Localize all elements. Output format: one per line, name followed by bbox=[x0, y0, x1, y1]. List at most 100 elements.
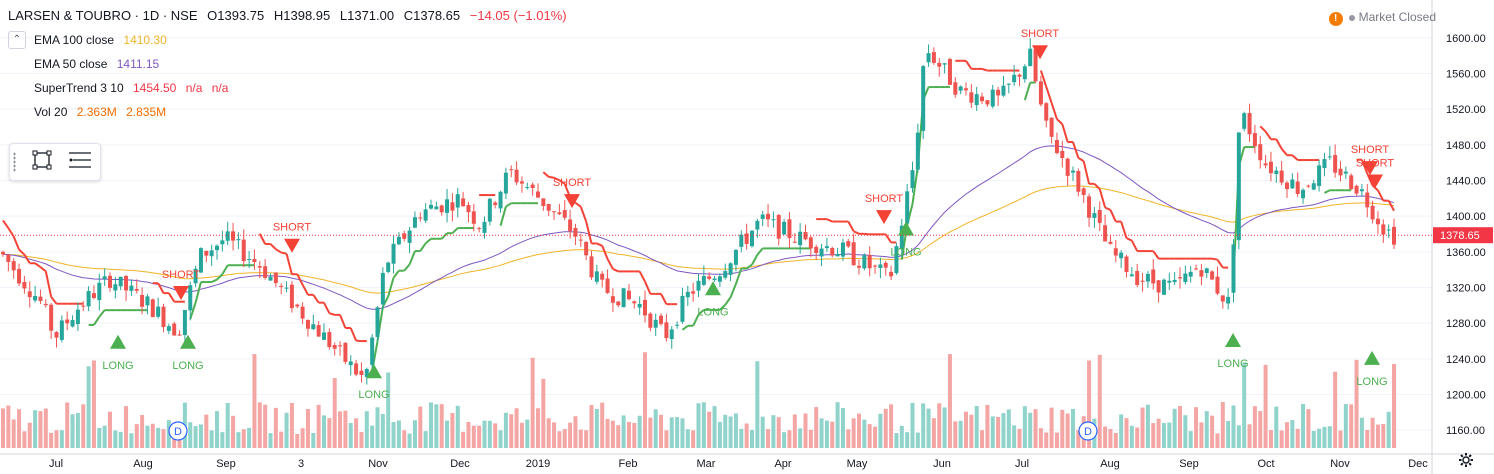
volume-bar bbox=[996, 416, 1001, 448]
supertrend-segment bbox=[312, 294, 320, 304]
candle-body bbox=[669, 329, 674, 340]
short-arrow-icon bbox=[173, 285, 189, 300]
drag-handle-icon[interactable] bbox=[13, 152, 16, 172]
legend-ema100[interactable]: EMA 100 close 1410.30 bbox=[34, 33, 173, 47]
candle-body bbox=[568, 219, 573, 232]
candle-body bbox=[305, 320, 310, 329]
volume-bar bbox=[471, 425, 476, 448]
candle-body bbox=[707, 276, 712, 279]
candle-body bbox=[1108, 241, 1113, 244]
volume-bar bbox=[354, 418, 359, 448]
supertrend-segment bbox=[751, 254, 759, 266]
supertrend-segment bbox=[1093, 183, 1101, 190]
candle-body bbox=[1279, 170, 1284, 183]
candle-body bbox=[316, 325, 321, 337]
long-signal-label: LONG bbox=[697, 306, 728, 318]
candle-body bbox=[712, 278, 717, 281]
volume-bar bbox=[1060, 409, 1065, 448]
volume-bar bbox=[322, 415, 326, 448]
candle-body bbox=[204, 250, 209, 256]
candle-body bbox=[664, 322, 669, 339]
supertrend-segment bbox=[425, 237, 432, 245]
legend-ema50[interactable]: EMA 50 close 1411.15 bbox=[34, 57, 165, 71]
price-tick-label: 1280.00 bbox=[1446, 318, 1486, 330]
symbol-header: LARSEN & TOUBRO · 1D · NSE O1393.75 H139… bbox=[8, 8, 573, 23]
candle-body bbox=[1349, 175, 1354, 190]
supertrend-segment bbox=[1056, 118, 1063, 125]
volume-bar bbox=[1033, 409, 1038, 448]
supertrend-segment bbox=[724, 296, 732, 306]
volume-bar bbox=[54, 430, 59, 448]
candle-body bbox=[1103, 225, 1108, 242]
collapse-legend-button[interactable]: ⌃ bbox=[8, 31, 26, 49]
volume-bar bbox=[27, 422, 32, 448]
volume-bar bbox=[59, 430, 64, 448]
market-status[interactable]: ! Market Closed bbox=[1328, 10, 1436, 26]
supertrend-segment bbox=[189, 302, 197, 320]
select-box-icon[interactable] bbox=[28, 149, 56, 175]
gear-icon[interactable] bbox=[1458, 452, 1474, 473]
volume-bar bbox=[1065, 413, 1070, 448]
candle-body bbox=[1226, 296, 1231, 304]
candle-body bbox=[1087, 196, 1092, 218]
warning-icon[interactable]: ! bbox=[1328, 12, 1343, 26]
last-price-label-bg bbox=[1433, 227, 1493, 244]
volume-bar bbox=[140, 415, 145, 448]
volume-bar bbox=[824, 420, 829, 448]
candle-body bbox=[1092, 213, 1097, 218]
candle-body bbox=[1038, 81, 1043, 105]
volume-bar bbox=[75, 413, 80, 448]
supertrend-segment bbox=[1061, 123, 1069, 143]
candle-body bbox=[412, 217, 417, 228]
candle-body bbox=[1392, 226, 1396, 245]
volume-bar bbox=[1108, 428, 1113, 448]
volume-bar bbox=[423, 431, 428, 448]
volume-bar bbox=[926, 408, 931, 448]
candle-body bbox=[744, 233, 749, 244]
supertrend-segment bbox=[275, 248, 282, 254]
volume-bar bbox=[370, 425, 375, 448]
candle-body bbox=[1028, 48, 1033, 67]
supertrend-segment bbox=[585, 221, 593, 244]
volume-bar bbox=[33, 410, 38, 448]
volume-bar bbox=[86, 366, 91, 448]
status-dot-icon bbox=[1348, 14, 1355, 21]
supertrend-segment bbox=[601, 245, 609, 260]
candle-body bbox=[268, 276, 273, 281]
supertrend-segment bbox=[12, 236, 20, 250]
candle-body bbox=[1006, 83, 1011, 85]
candle-body bbox=[193, 268, 198, 284]
supertrend-segment bbox=[638, 270, 646, 283]
candle-body bbox=[830, 247, 835, 256]
volume-bar bbox=[776, 417, 781, 448]
volume-bar bbox=[744, 423, 749, 448]
price-tick-label: 1600.00 bbox=[1446, 33, 1486, 45]
volume-bar bbox=[1247, 424, 1252, 448]
volume-bar bbox=[343, 410, 348, 448]
candle-body bbox=[59, 320, 64, 340]
symbol-title[interactable]: LARSEN & TOUBRO · 1D · NSE bbox=[8, 8, 198, 23]
candle-body bbox=[1188, 271, 1193, 277]
legend-supertrend[interactable]: SuperTrend 3 10 1454.50 n/a n/a bbox=[34, 81, 234, 95]
volume-bar bbox=[91, 360, 96, 448]
volume-bar bbox=[150, 423, 155, 448]
candle-body bbox=[808, 237, 813, 249]
candle-body bbox=[343, 342, 348, 362]
volume-bar bbox=[1161, 422, 1166, 448]
time-axis[interactable]: Jul Aug Sep 3 Nov Dec 2019 Feb Mar Apr May Jun Jul Au… bbox=[0, 453, 1494, 470]
time-tick-label: Nov bbox=[368, 458, 388, 470]
volume-bar bbox=[990, 416, 995, 448]
supertrend-segment bbox=[553, 176, 560, 182]
candle-body bbox=[1049, 117, 1054, 137]
ema100-value: 1410.30 bbox=[123, 33, 167, 47]
candle-body bbox=[1113, 248, 1118, 256]
menu-lines-icon[interactable] bbox=[66, 149, 94, 175]
candle-body bbox=[1381, 224, 1386, 235]
volume-bar bbox=[771, 415, 776, 448]
candle-body bbox=[445, 199, 450, 213]
chart-grid bbox=[0, 37, 1432, 431]
candle-body bbox=[637, 303, 642, 308]
legend-volume[interactable]: Vol 20 2.363M 2.835M bbox=[34, 105, 172, 119]
